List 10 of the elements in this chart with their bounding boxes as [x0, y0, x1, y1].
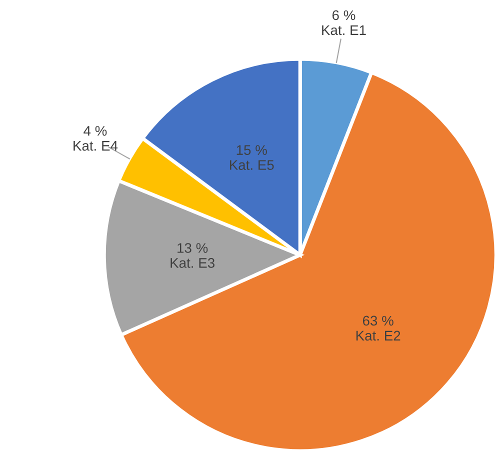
data-label: 6 %: [332, 10, 356, 20]
data-label: 63 %: [362, 316, 394, 326]
slice-label: Kat. E3: [170, 258, 214, 268]
data-label: 15 %: [236, 145, 267, 155]
data-label: 4 %: [84, 126, 107, 136]
data-label: 13 %: [178, 243, 208, 253]
slice-label: Kat. E5: [230, 160, 274, 170]
slice-label: Kat. E1: [322, 25, 366, 36]
slice-label: Kat. E2: [356, 330, 400, 341]
slice-label: Kat. E4: [74, 141, 118, 151]
